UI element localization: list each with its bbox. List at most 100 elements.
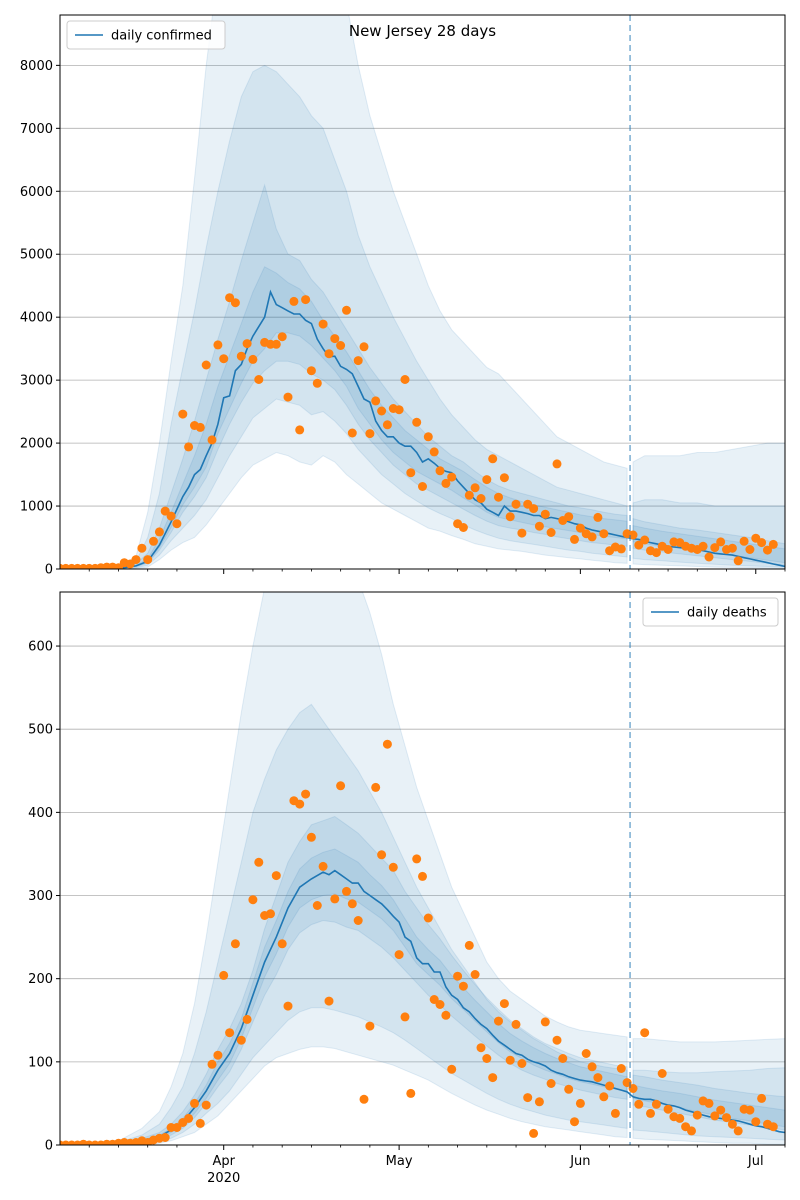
data-point <box>219 970 229 980</box>
legend: daily deaths <box>642 597 779 627</box>
band-95-area <box>60 592 628 1145</box>
data-point <box>172 1123 182 1132</box>
x-tick-label: Apr <box>212 1154 235 1169</box>
data-point <box>371 782 381 792</box>
data-point <box>412 854 422 864</box>
data-point <box>570 534 579 544</box>
data-point <box>423 432 433 442</box>
data-point <box>283 1001 293 1011</box>
data-point <box>342 305 351 315</box>
band-95-area <box>632 442 785 569</box>
data-point <box>552 459 562 469</box>
data-point <box>733 1126 743 1136</box>
data-point <box>570 1117 579 1127</box>
data-point <box>458 523 468 532</box>
data-point <box>184 1113 194 1123</box>
data-point <box>517 528 527 538</box>
series-line <box>60 869 785 1145</box>
data-point <box>423 913 433 923</box>
data-point <box>365 1021 375 1031</box>
data-point <box>195 1118 205 1128</box>
data-point <box>575 523 585 533</box>
data-point <box>435 466 445 476</box>
data-point <box>634 540 644 550</box>
data-point <box>166 511 176 521</box>
confirmed-panel: 0 1000 2000 3000 4000 5000 6000 7000 8000 New Jer… <box>20 14 786 578</box>
data-point <box>365 429 375 439</box>
data-point <box>230 939 240 949</box>
data-point <box>716 537 726 547</box>
data-point <box>149 536 158 546</box>
data-point <box>499 473 509 483</box>
data-point <box>318 319 328 329</box>
data-point <box>511 1019 521 1029</box>
y-tick-label: 8000 <box>20 59 53 74</box>
data-point <box>675 1113 685 1123</box>
data-point <box>558 1054 568 1063</box>
y-tick-label: 6000 <box>20 185 53 200</box>
data-point <box>546 528 556 537</box>
data-point <box>704 1098 714 1108</box>
data-point <box>213 1050 223 1060</box>
data-point <box>640 1028 650 1038</box>
data-point <box>692 1110 702 1120</box>
data-point <box>394 950 404 960</box>
data-point <box>347 428 357 438</box>
band-80-area <box>60 703 628 1145</box>
data-point <box>154 527 164 537</box>
data-point <box>646 1108 655 1118</box>
data-point <box>131 555 141 565</box>
data-point <box>418 482 427 491</box>
data-point <box>382 739 392 749</box>
legend-box <box>66 20 226 50</box>
y-tick-label: 0 <box>45 563 53 578</box>
data-point <box>219 354 229 364</box>
data-point <box>605 1081 615 1091</box>
data-point <box>324 996 334 1006</box>
data-point <box>505 512 515 522</box>
data-point <box>763 545 772 555</box>
data-point <box>301 789 311 799</box>
data-point <box>301 295 311 305</box>
y-tick-label: 4000 <box>20 311 53 326</box>
data-point <box>593 1073 603 1083</box>
data-point <box>482 1054 492 1063</box>
data-point <box>657 1069 667 1078</box>
data-point <box>546 1079 556 1088</box>
data-point <box>599 1092 609 1102</box>
data-point <box>172 519 182 529</box>
data-point <box>564 512 574 522</box>
data-point <box>143 555 153 565</box>
data-point <box>505 1055 515 1065</box>
data-point <box>242 339 252 349</box>
x-tick-sublabel: 2020 <box>207 1171 240 1186</box>
data-point <box>523 1093 533 1103</box>
data-point <box>640 535 650 545</box>
data-point <box>488 454 498 464</box>
data-point <box>377 850 387 860</box>
series-line <box>60 289 785 569</box>
data-point <box>488 1073 498 1083</box>
x-tick-label: May <box>386 1154 413 1169</box>
data-point <box>704 552 714 562</box>
data-point <box>710 1111 720 1121</box>
x-tick-label: Jun <box>569 1154 590 1169</box>
data-point <box>464 490 474 500</box>
data-point <box>412 417 422 427</box>
data-point <box>236 351 246 361</box>
data-point <box>306 832 316 842</box>
data-point <box>757 1093 767 1103</box>
data-point <box>651 548 661 558</box>
data-point <box>470 483 480 493</box>
data-point <box>494 1016 503 1026</box>
y-tick-label: 3000 <box>20 374 53 389</box>
legend: daily confirmed <box>66 20 226 50</box>
data-point <box>312 901 322 910</box>
data-point <box>207 435 217 445</box>
y-tick-label: 200 <box>28 972 53 987</box>
data-point <box>540 1017 550 1027</box>
plot-area <box>60 15 785 569</box>
data-point <box>587 1062 597 1072</box>
data-point <box>271 339 281 349</box>
